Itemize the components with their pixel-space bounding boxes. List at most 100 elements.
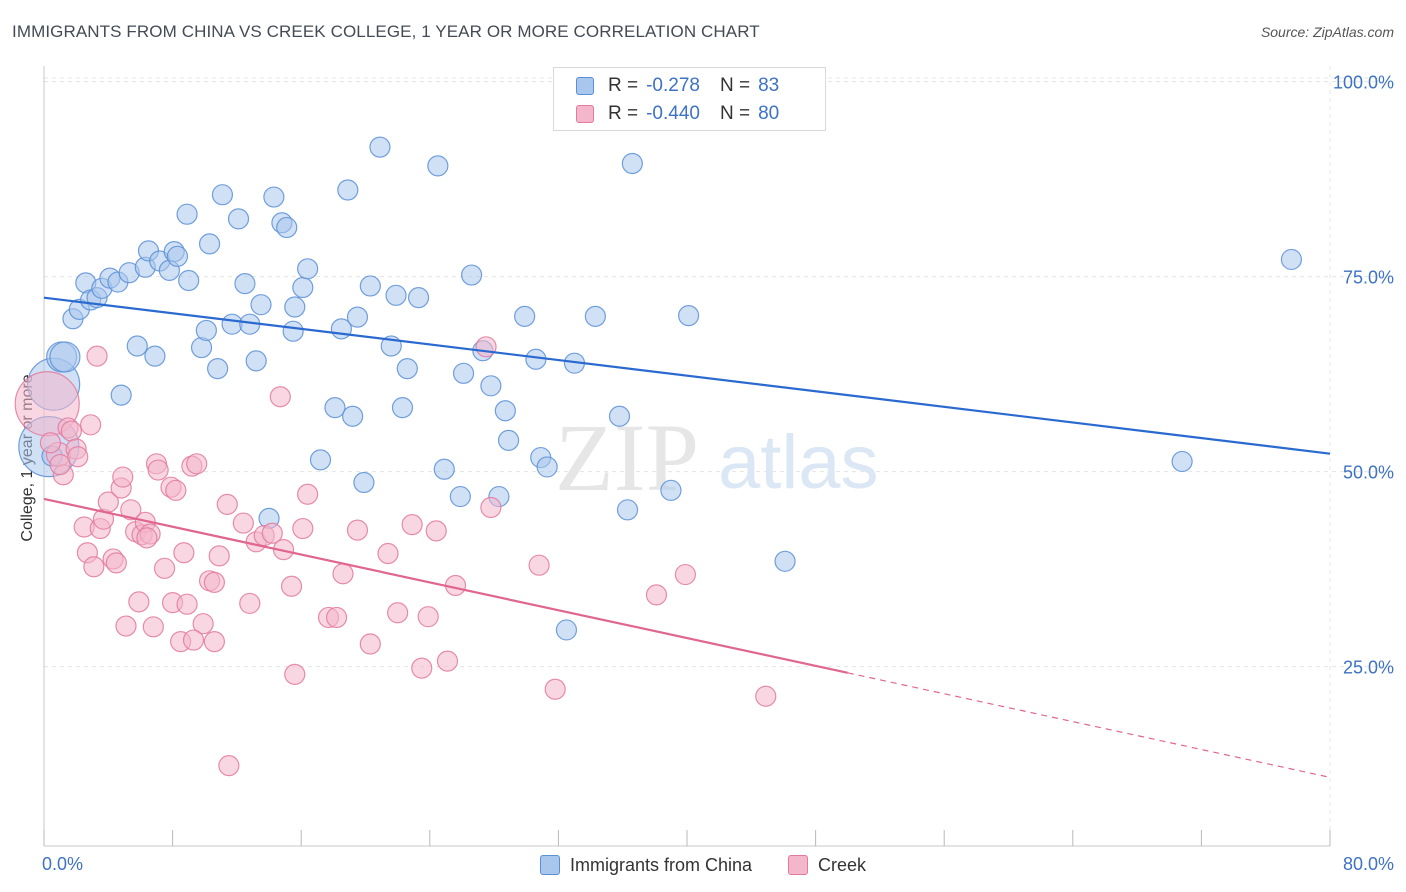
legend-n-label: N =	[719, 75, 751, 96]
data-point	[166, 245, 189, 267]
data-point	[165, 479, 187, 501]
data-point	[49, 453, 71, 476]
legend-item-creek[interactable]: Creek	[788, 855, 866, 876]
data-point	[297, 483, 319, 505]
data-point	[173, 542, 195, 564]
data-point	[401, 514, 423, 536]
data-point	[142, 616, 164, 638]
data-point	[433, 458, 455, 480]
data-point	[115, 615, 137, 637]
data-point	[186, 453, 208, 475]
data-point	[544, 678, 566, 700]
data-point	[396, 358, 418, 380]
source-credit: Source: ZipAtlas.com	[1260, 24, 1394, 40]
legend-r-label: R =	[608, 75, 639, 96]
legend-swatch-blue	[539, 855, 560, 875]
data-point	[120, 499, 142, 521]
data-point	[86, 345, 108, 367]
data-point	[105, 552, 127, 574]
data-point	[359, 275, 381, 297]
data-point	[452, 362, 475, 384]
data-point	[176, 203, 198, 225]
data-point	[207, 358, 229, 380]
data-point	[144, 345, 166, 367]
trend-line	[43, 296, 1331, 455]
legend-label: Creek	[818, 854, 867, 875]
data-point	[359, 633, 381, 655]
data-point	[425, 520, 447, 542]
zipatlas-watermark: ZIP atlas	[555, 404, 879, 511]
data-point	[385, 284, 407, 306]
data-point	[346, 519, 369, 541]
x-tick-label-min: 0.0%	[42, 854, 83, 874]
legend-item-immigrants-from-china[interactable]: Immigrants from China	[539, 854, 753, 876]
series-immigrants-from-china-points	[18, 136, 1303, 641]
data-point	[153, 557, 176, 579]
data-point	[128, 591, 150, 613]
trend-lines	[43, 296, 1331, 778]
legend-swatch-pink	[576, 105, 594, 123]
y-tick-label: 25.0%	[1343, 658, 1394, 678]
data-point	[284, 296, 306, 318]
data-point	[112, 466, 134, 488]
data-point	[774, 550, 796, 572]
data-point	[263, 186, 285, 208]
data-point	[232, 512, 254, 534]
data-point	[211, 184, 234, 206]
data-point	[346, 306, 369, 328]
data-point	[391, 397, 414, 419]
data-point	[198, 233, 221, 255]
data-point	[276, 216, 298, 239]
data-point	[377, 542, 399, 565]
data-point	[292, 276, 314, 299]
data-point	[621, 152, 643, 175]
data-point	[660, 479, 682, 501]
data-point	[261, 522, 283, 544]
data-point	[182, 629, 205, 651]
data-point	[60, 420, 82, 442]
data-point	[147, 459, 169, 481]
data-point	[195, 319, 217, 342]
data-point	[245, 350, 267, 372]
data-point	[337, 179, 359, 201]
data-point	[475, 336, 497, 358]
data-point	[1171, 450, 1193, 473]
data-point	[218, 755, 240, 777]
legend-label: Immigrants from China	[569, 854, 753, 875]
x-tick-label-max: 80.0%	[1343, 854, 1394, 874]
data-point	[80, 414, 102, 436]
data-point	[460, 264, 483, 286]
legend-n-value: 83	[758, 75, 780, 96]
data-point	[353, 471, 375, 494]
legend-r-label: R =	[608, 103, 639, 124]
data-point	[67, 446, 89, 468]
data-point	[227, 208, 250, 230]
data-point	[608, 405, 631, 427]
data-point	[678, 305, 700, 327]
data-point	[417, 606, 439, 628]
trend-line-extension	[847, 672, 1331, 778]
data-point	[280, 575, 303, 597]
data-point	[83, 556, 105, 578]
data-point	[436, 650, 459, 672]
data-point	[110, 384, 132, 406]
data-point	[176, 593, 198, 615]
data-point	[369, 136, 391, 158]
data-point	[584, 305, 606, 327]
data-point	[221, 313, 243, 335]
watermark-atlas: atlas	[718, 420, 879, 505]
data-point	[427, 155, 449, 177]
data-point	[494, 400, 516, 422]
data-point	[387, 602, 409, 624]
legend-n-label: N =	[719, 103, 751, 124]
series-legend: Immigrants from China Creek	[0, 852, 1406, 878]
legend-row-immigrants-from-china: R = -0.278 N = 83	[576, 72, 779, 100]
legend-row-creek: R = -0.440 N = 80	[576, 100, 779, 128]
data-point	[616, 499, 639, 521]
data-point	[407, 287, 430, 309]
data-point	[480, 496, 502, 519]
data-point	[284, 663, 306, 686]
legend-r-value: -0.440	[646, 103, 700, 124]
data-point	[136, 527, 158, 549]
